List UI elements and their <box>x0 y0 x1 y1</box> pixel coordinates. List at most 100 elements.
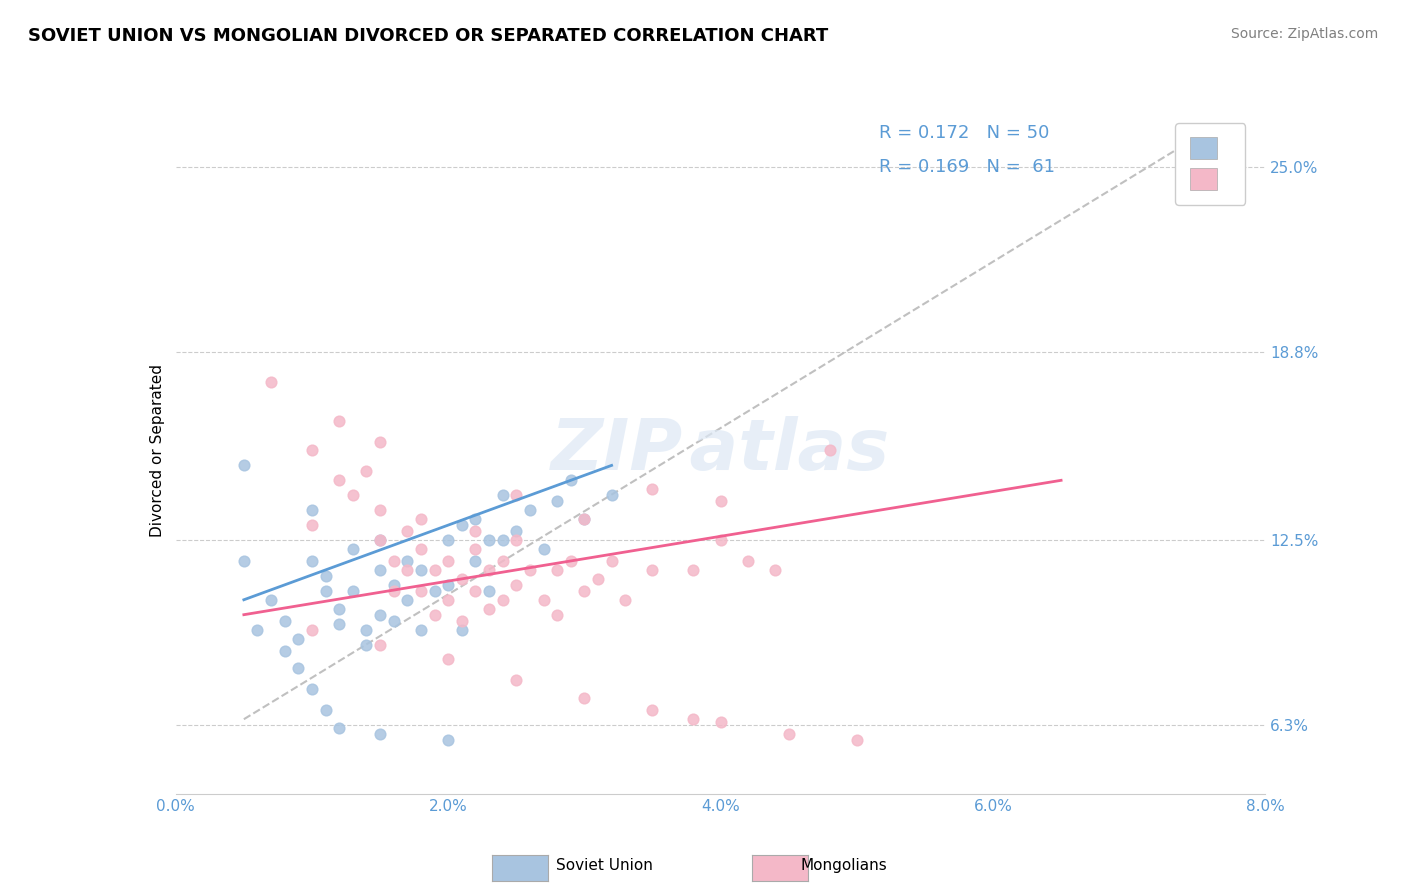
Point <box>409 541 432 556</box>
Point <box>560 554 582 568</box>
Text: ZIP atlas: ZIP atlas <box>551 416 890 485</box>
Point <box>287 661 309 675</box>
Point <box>778 727 800 741</box>
Point <box>301 518 323 533</box>
Point <box>437 533 460 547</box>
Point <box>356 623 378 637</box>
Point <box>274 614 297 628</box>
Point <box>641 563 664 577</box>
Text: Mongolians: Mongolians <box>800 858 887 872</box>
Point <box>409 623 432 637</box>
Point <box>328 414 350 428</box>
Point <box>492 592 515 607</box>
Point <box>450 614 472 628</box>
Point <box>519 563 541 577</box>
Point <box>492 488 515 502</box>
Point <box>423 583 446 598</box>
Point <box>382 554 405 568</box>
Point <box>409 583 432 598</box>
Point <box>560 473 582 487</box>
Point <box>682 712 704 726</box>
Point <box>301 503 323 517</box>
Point <box>342 488 364 502</box>
Point <box>396 592 419 607</box>
Point <box>492 554 515 568</box>
Point <box>260 375 283 389</box>
Point <box>382 614 405 628</box>
Point <box>478 601 501 615</box>
Point <box>342 541 364 556</box>
Text: SOVIET UNION VS MONGOLIAN DIVORCED OR SEPARATED CORRELATION CHART: SOVIET UNION VS MONGOLIAN DIVORCED OR SE… <box>28 27 828 45</box>
Point <box>519 503 541 517</box>
Point <box>533 541 555 556</box>
Point <box>301 554 323 568</box>
Point <box>818 443 841 458</box>
Text: Soviet Union: Soviet Union <box>557 858 652 872</box>
Point <box>546 563 568 577</box>
Point <box>505 524 527 538</box>
Point <box>464 554 486 568</box>
Point <box>328 601 350 615</box>
Point <box>356 638 378 652</box>
Point <box>600 554 623 568</box>
Point <box>315 703 337 717</box>
Point <box>409 563 432 577</box>
Point <box>682 563 704 577</box>
Point <box>396 563 419 577</box>
Point <box>505 673 527 688</box>
Point <box>546 494 568 508</box>
Point <box>368 638 391 652</box>
Point <box>464 583 486 598</box>
Text: Source: ZipAtlas.com: Source: ZipAtlas.com <box>1230 27 1378 41</box>
Point <box>368 533 391 547</box>
Point <box>505 488 527 502</box>
Point <box>287 632 309 646</box>
Point <box>368 563 391 577</box>
Point <box>574 512 596 526</box>
Point <box>382 578 405 592</box>
Text: R = 0.169   N =  61: R = 0.169 N = 61 <box>879 158 1054 177</box>
Point <box>301 443 323 458</box>
Point <box>478 563 501 577</box>
Point <box>368 503 391 517</box>
Point <box>437 592 460 607</box>
Point <box>342 583 364 598</box>
Point <box>710 715 733 730</box>
Point <box>368 434 391 449</box>
Point <box>845 733 868 747</box>
Point <box>315 569 337 583</box>
Point <box>260 592 283 607</box>
Point <box>710 533 733 547</box>
Point <box>546 607 568 622</box>
Point <box>409 512 432 526</box>
Point <box>301 623 323 637</box>
Point <box>464 524 486 538</box>
Point <box>464 512 486 526</box>
Point <box>478 533 501 547</box>
Point <box>423 607 446 622</box>
Point <box>328 473 350 487</box>
Legend: , : , <box>1175 123 1246 205</box>
Point <box>301 682 323 697</box>
Point <box>710 494 733 508</box>
Point <box>574 512 596 526</box>
Text: R = 0.172   N = 50: R = 0.172 N = 50 <box>879 124 1049 142</box>
Point <box>232 458 254 473</box>
Point <box>492 533 515 547</box>
Point <box>737 554 759 568</box>
Point <box>232 554 254 568</box>
Point <box>315 583 337 598</box>
Point <box>614 592 637 607</box>
Point <box>396 554 419 568</box>
Point <box>437 733 460 747</box>
Point <box>505 533 527 547</box>
Point <box>437 554 460 568</box>
Point <box>533 592 555 607</box>
Point <box>600 488 623 502</box>
Point <box>478 583 501 598</box>
Point <box>505 578 527 592</box>
Point <box>574 583 596 598</box>
Point <box>246 623 269 637</box>
Point <box>382 583 405 598</box>
Point <box>450 518 472 533</box>
